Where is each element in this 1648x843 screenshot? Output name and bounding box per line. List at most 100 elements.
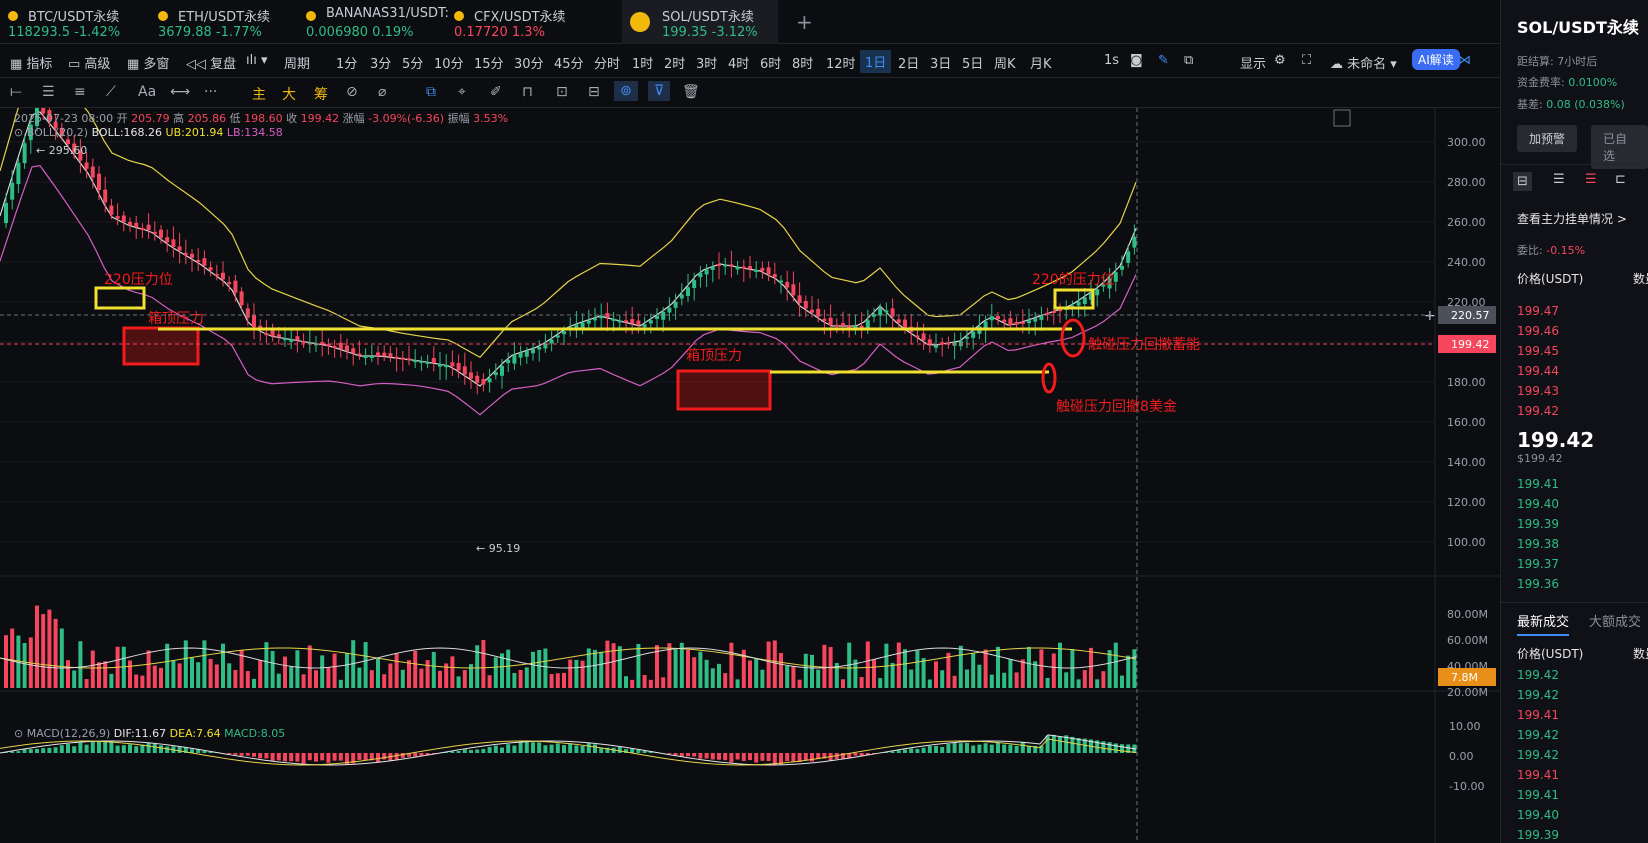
period-1h[interactable]: 1时 [632, 57, 654, 72]
advanced-button[interactable]: ▭ 高级 [68, 57, 111, 72]
add-tab-icon[interactable]: + [796, 10, 813, 34]
tab-large-trades[interactable]: 大额成交 [1589, 615, 1642, 630]
candlestick-chart[interactable]: 220压力位箱顶压力箱顶压力220的压力位触碰压力回撤蓄能触碰压力回撤8美金← … [0, 108, 1500, 843]
ai-analysis-button[interactable]: AI解读 [1412, 49, 1460, 70]
order-row[interactable]: 199.41 [1517, 477, 1559, 491]
period-8h[interactable]: 8时 [792, 57, 814, 72]
chip-button[interactable]: 筹 [314, 87, 328, 103]
period-5m[interactable]: 5分 [402, 57, 424, 72]
display-button[interactable]: 显示 [1240, 57, 1267, 72]
order-row[interactable]: 199.42 [1517, 404, 1559, 418]
period-week[interactable]: 周K [994, 57, 1016, 72]
delete-tool-icon[interactable]: 🗑 [682, 84, 700, 100]
macd-bar [202, 751, 207, 753]
tab-eth[interactable]: ETH/USDT永续 3679.88 -1.77% [150, 0, 298, 44]
period-3m[interactable]: 3分 [370, 57, 392, 72]
period-3d[interactable]: 3日 [930, 57, 952, 72]
watchlist-button[interactable]: 已自选 [1591, 125, 1648, 169]
order-row[interactable]: 199.40 [1517, 808, 1559, 822]
order-row[interactable]: 199.41 [1517, 708, 1559, 722]
chart-type-button[interactable]: ılı ▾ [246, 53, 268, 68]
channel-tool-icon[interactable]: ≡ [74, 84, 86, 100]
order-row[interactable]: 199.39 [1517, 828, 1559, 842]
big-order-button[interactable]: 大 [282, 87, 296, 103]
multi-line-tool-icon[interactable]: ☰ [42, 84, 55, 100]
period-5d[interactable]: 5日 [962, 57, 984, 72]
candle-body [667, 307, 672, 313]
period-3h[interactable]: 3时 [696, 57, 718, 72]
order-row[interactable]: 199.42 [1517, 688, 1559, 702]
candle-body [754, 269, 759, 272]
candle-body [698, 272, 703, 278]
order-row[interactable]: 199.36 [1517, 577, 1559, 591]
orderbook-both-icon[interactable]: ⊟ [1513, 172, 1532, 191]
macd-bar [10, 751, 15, 753]
snap-tool-icon[interactable]: ⊚ [614, 81, 638, 101]
more-tools-icon[interactable]: ··· [204, 84, 218, 100]
magnet-tool-icon[interactable]: ⊓ [522, 84, 533, 100]
text-tool-icon[interactable]: Aa [138, 84, 157, 100]
period-month[interactable]: 月K [1030, 57, 1052, 72]
indicator-tool-icon[interactable]: ⊘ [346, 84, 358, 100]
order-row[interactable]: 199.45 [1517, 344, 1559, 358]
period-2d[interactable]: 2日 [898, 57, 920, 72]
period-30m[interactable]: 30分 [514, 57, 544, 72]
replay-button[interactable]: ◁◁ 复盘 [186, 57, 237, 72]
order-row[interactable]: 199.44 [1517, 364, 1559, 378]
order-row[interactable]: 199.46 [1517, 324, 1559, 338]
filter-tool-icon[interactable]: ⊽ [648, 81, 671, 101]
period-1m[interactable]: 1分 [336, 57, 358, 72]
order-row[interactable]: 199.42 [1517, 728, 1559, 742]
period-45m[interactable]: 45分 [554, 57, 584, 72]
settings-icon[interactable]: ⚙ [1274, 53, 1286, 68]
order-row[interactable]: 199.41 [1517, 768, 1559, 782]
tab-sol[interactable]: SOL/USDT永续 199.35 -3.12% [622, 0, 778, 44]
ruler-tool-icon[interactable]: ⌖ [458, 84, 466, 100]
order-row[interactable]: 199.43 [1517, 384, 1559, 398]
period-timeline[interactable]: 分时 [594, 57, 621, 72]
order-row[interactable]: 199.37 [1517, 557, 1559, 571]
period-10m[interactable]: 10分 [434, 57, 464, 72]
order-row[interactable]: 199.39 [1517, 517, 1559, 531]
main-force-button[interactable]: 主 [252, 87, 266, 103]
order-row[interactable]: 199.41 [1517, 788, 1559, 802]
indicator-button[interactable]: ▦ 指标 [10, 57, 53, 72]
period-15m[interactable]: 15分 [474, 57, 504, 72]
camera-icon[interactable]: ◙ [1130, 53, 1143, 68]
period-6h[interactable]: 6时 [760, 57, 782, 72]
eraser-tool-icon[interactable]: ⌀ [378, 84, 387, 100]
period-1d[interactable]: 1日 [860, 50, 892, 73]
refresh-interval[interactable]: 1s [1104, 53, 1120, 68]
period-12h[interactable]: 12时 [826, 57, 856, 72]
measure-tool-icon[interactable]: ⟷ [170, 84, 191, 100]
order-row[interactable]: 199.42 [1517, 668, 1559, 682]
copy-tool-icon[interactable]: ⧉ [426, 84, 436, 100]
tab-btc[interactable]: BTC/USDT永续 118293.5 -1.42% [0, 0, 150, 44]
orderbook-bids-icon[interactable]: ☰ [1553, 172, 1565, 187]
add-alert-button[interactable]: 加预警 [1517, 125, 1578, 152]
order-row[interactable]: 199.38 [1517, 537, 1559, 551]
lock-tool-icon[interactable]: ⊡ [556, 84, 568, 100]
share-icon[interactable]: ⋈ [1458, 53, 1471, 68]
main-orders-link[interactable]: 查看主力挂单情况 > [1517, 212, 1627, 226]
layout-name-button[interactable]: ☁ 未命名 ▾ [1330, 57, 1397, 72]
orderbook-asks-icon[interactable]: ☰ [1585, 172, 1597, 187]
period-4h[interactable]: 4时 [728, 57, 750, 72]
period-2h[interactable]: 2时 [664, 57, 686, 72]
tab-latest-trades[interactable]: 最新成交 [1517, 611, 1570, 636]
hide-tool-icon[interactable]: ⊟ [588, 84, 600, 100]
order-row[interactable]: 199.42 [1517, 748, 1559, 762]
hline-tool-icon[interactable]: ⟝ [10, 84, 22, 100]
brush-tool-icon[interactable]: ✐ [490, 84, 502, 100]
tab-cfx[interactable]: CFX/USDT永续 0.17720 1.3% [446, 0, 594, 44]
multi-window-button[interactable]: ▦ 多窗 [127, 57, 170, 72]
trendline-tool-icon[interactable]: ⟋ [106, 84, 116, 100]
period-button[interactable]: 周期 [284, 57, 311, 72]
pencil-icon[interactable]: ✎ [1158, 53, 1169, 68]
tab-bananas[interactable]: BANANAS31/USDT: 0.006980 0.19% [298, 0, 449, 44]
order-row[interactable]: 199.40 [1517, 497, 1559, 511]
fullscreen-icon[interactable]: ⛶ [1302, 53, 1312, 68]
order-row[interactable]: 199.47 [1517, 304, 1559, 318]
orderbook-settings-icon[interactable]: ⊏ [1615, 172, 1626, 187]
popout-icon[interactable]: ⧉ [1184, 53, 1194, 68]
